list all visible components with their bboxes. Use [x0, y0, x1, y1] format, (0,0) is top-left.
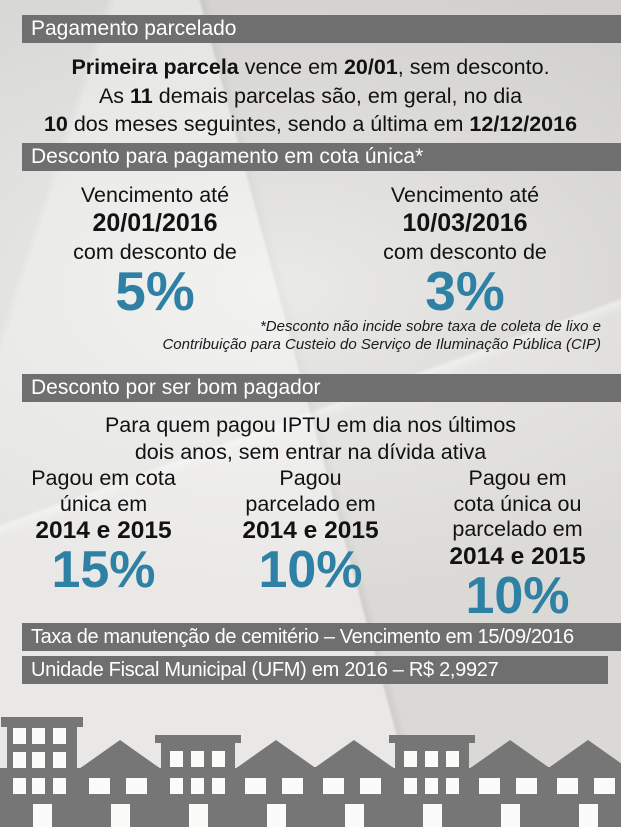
option-label: Pagou em — [468, 466, 567, 490]
discount-option-1: Vencimento até 20/01/2016 com desconto d… — [0, 182, 310, 322]
summary-line: dois anos, sem entrar na dívida ativa — [134, 440, 487, 464]
ufm-value-label: Unidade Fiscal Municipal (UFM) em 2016 –… — [31, 659, 499, 681]
city-skyline-icon — [0, 713, 621, 827]
due-label: Vencimento até — [80, 183, 230, 207]
option-label: Pagou — [279, 466, 342, 490]
cemetery-fee-label: Taxa de manutenção de cemitério – Vencim… — [31, 626, 574, 648]
discount-percent: 15% — [51, 541, 156, 599]
section-header-cota-unica: Desconto para pagamento em cota única* — [22, 143, 621, 171]
due-date: 20/01/2016 — [92, 209, 218, 237]
due-label: Vencimento até — [390, 183, 540, 207]
good-payer-option-1: Pagou em cota única em 2014 e 2015 15% — [0, 466, 207, 621]
option-years: 2014 e 2015 — [242, 517, 379, 544]
single-quota-discount-columns: Vencimento até 20/01/2016 com desconto d… — [0, 182, 621, 322]
section-header-label: Pagamento parcelado — [31, 17, 237, 40]
ufm-value-bar: Unidade Fiscal Municipal (UFM) em 2016 –… — [22, 656, 608, 684]
option-label: única em — [59, 491, 148, 516]
good-payer-option-2: Pagou parcelado em 2014 e 2015 10% — [207, 466, 414, 621]
footnote-line: Contribuição para Custeio do Serviço de … — [162, 335, 601, 353]
discount-label: com desconto de — [73, 240, 237, 264]
installment-summary-text: Primeira parcela vence em 20/01, sem des… — [43, 55, 578, 136]
cemetery-fee-bar: Taxa de manutenção de cemitério – Vencim… — [22, 623, 621, 651]
discount-label: com desconto de — [383, 240, 547, 264]
due-date: 10/03/2016 — [402, 209, 528, 237]
section-header-pagamento-parcelado: Pagamento parcelado — [22, 15, 621, 43]
good-payer-discount-columns: Pagou em cota única em 2014 e 2015 15% P… — [0, 466, 621, 625]
option-label: cota única ou — [453, 491, 582, 516]
option-label: Pagou em cota — [31, 466, 176, 490]
footnote-line: *Desconto não incide sobre taxa de colet… — [259, 318, 601, 335]
option-years: 2014 e 2015 — [449, 542, 586, 570]
good-payer-summary-text: Para quem pagou IPTU em dia nos últimos … — [0, 412, 621, 466]
summary-line: Para quem pagou IPTU em dia nos últimos — [104, 413, 517, 437]
option-label: parcelado em — [245, 491, 376, 516]
option-years: 2014 e 2015 — [35, 517, 172, 544]
discount-percent: 10% — [258, 541, 363, 599]
section-header-bom-pagador: Desconto por ser bom pagador — [22, 374, 621, 402]
good-payer-option-3: Pagou em cota única ou parcelado em 2014… — [414, 466, 621, 625]
discount-footnote: *Desconto não incide sobre taxa de colet… — [162, 318, 601, 353]
section-header-label: Desconto para pagamento em cota única* — [31, 145, 424, 168]
discount-option-2: Vencimento até 10/03/2016 com desconto d… — [310, 182, 620, 322]
discount-percent: 10% — [465, 566, 570, 625]
option-label: parcelado em — [452, 517, 583, 541]
discount-percent: 3% — [425, 260, 505, 322]
section-header-label: Desconto por ser bom pagador — [31, 376, 321, 399]
discount-percent: 5% — [115, 260, 195, 322]
